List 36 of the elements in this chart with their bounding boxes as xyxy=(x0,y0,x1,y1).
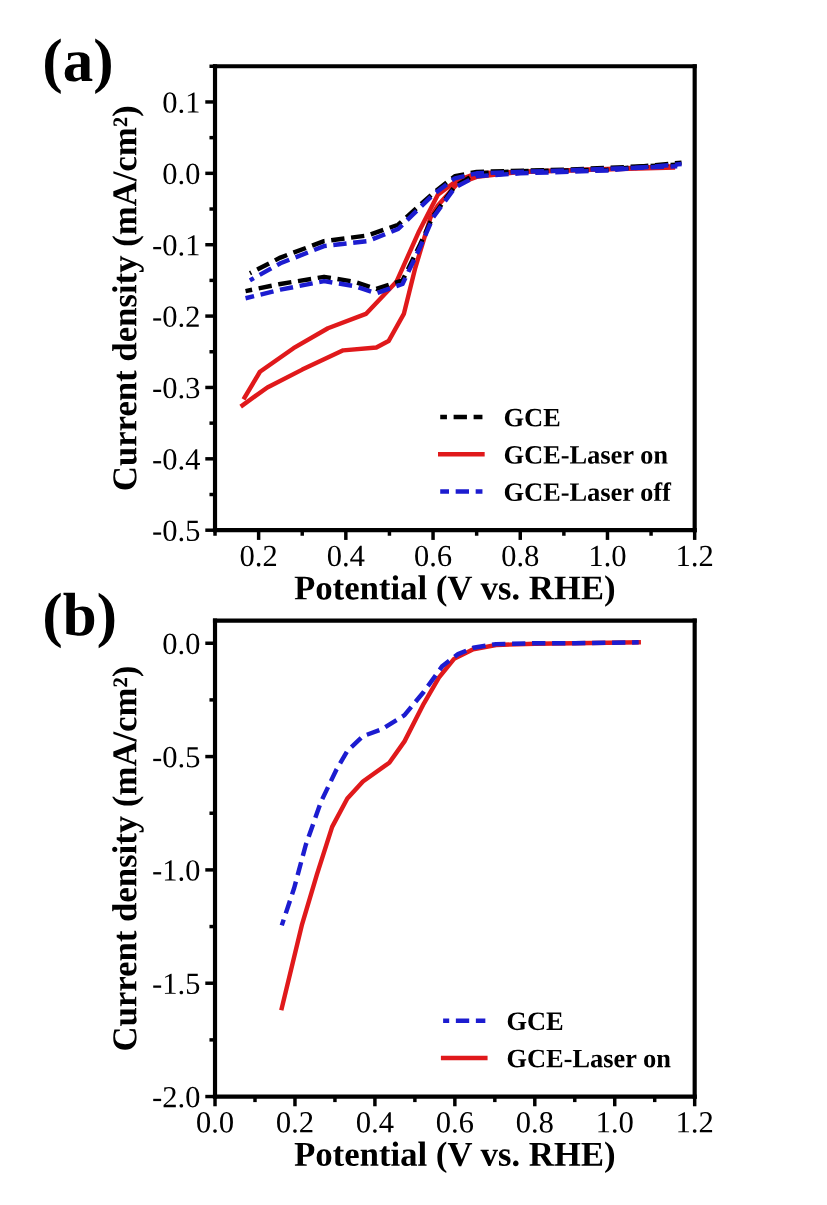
y-axis-title: Current density (mA/cm²) xyxy=(112,106,144,490)
x-axis-title: Potential (V vs. RHE) xyxy=(294,575,615,607)
y-tick-label: -1.0 xyxy=(153,860,200,881)
y-tick-label: -0.3 xyxy=(153,377,200,399)
y-tick-label: -2.0 xyxy=(153,1086,200,1108)
x-tick-label: 0.6 xyxy=(436,1112,474,1133)
x-tick-label: 1.0 xyxy=(598,1112,633,1133)
x-tick-label: 0.6 xyxy=(415,545,452,567)
y-axis-title: Current density (mA/cm²) xyxy=(112,667,144,1050)
y-tick-label: -1.5 xyxy=(153,973,200,995)
legend-label: GCE-Laser on xyxy=(507,1049,671,1068)
y-tick-label: -0.4 xyxy=(153,449,200,470)
chart-title: (b) xyxy=(45,592,115,649)
y-tick-label: -0.1 xyxy=(153,234,199,256)
x-tick-label: 0.8 xyxy=(502,545,539,567)
x-tick-label: 0.2 xyxy=(240,545,277,567)
y-tick-label: 0.0 xyxy=(163,163,200,185)
y-tick-label: 0.0 xyxy=(163,633,200,655)
y-tick-label: 0.1 xyxy=(163,92,199,113)
legend-label: GCE xyxy=(507,1012,563,1031)
x-tick-label: 0.4 xyxy=(327,545,365,567)
x-tick-label: 0.0 xyxy=(197,1112,233,1133)
y-tick-label: -0.5 xyxy=(153,520,200,542)
legend-label: GCE-Laser off xyxy=(504,482,672,502)
y-tick-label: -0.5 xyxy=(153,746,200,768)
chart-title: (a) xyxy=(45,38,111,94)
x-tick-label: 1.2 xyxy=(678,545,713,567)
x-tick-label: 1.2 xyxy=(678,1112,713,1133)
x-tick-label: 0.4 xyxy=(356,1112,394,1133)
x-tick-label: 1.0 xyxy=(591,545,626,567)
legend-label: GCE xyxy=(504,408,560,427)
x-axis-title: Potential (V vs. RHE) xyxy=(294,1141,615,1174)
x-tick-label: 0.8 xyxy=(516,1112,553,1133)
legend-label: GCE-Laser on xyxy=(504,446,668,464)
x-tick-label: 0.2 xyxy=(277,1112,313,1133)
y-tick-label: -0.2 xyxy=(153,306,199,328)
